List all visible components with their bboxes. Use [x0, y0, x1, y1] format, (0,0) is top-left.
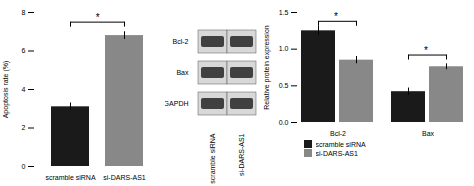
- svg-text:*: *: [96, 12, 100, 23]
- svg-text:Relative protein expression: Relative protein expression: [263, 25, 271, 110]
- svg-text:*: *: [334, 11, 338, 22]
- html-text:scramble siRNA: scramble siRNA: [315, 140, 366, 148]
- svg-text:*: *: [424, 45, 428, 56]
- svg-text:Bcl-2: Bcl-2: [330, 130, 346, 137]
- svg-text:si-DARS-AS1: si-DARS-AS1: [103, 174, 146, 181]
- svg-text:scramble siRNA: scramble siRNA: [209, 133, 216, 184]
- html-text:si-DARS-AS1: si-DARS-AS1: [315, 149, 358, 157]
- svg-text:Apoptosis rate (%): Apoptosis rate (%): [2, 61, 10, 119]
- svg-text:Bax: Bax: [422, 130, 435, 137]
- svg-text:2: 2: [22, 124, 26, 131]
- svg-text:Bax: Bax: [176, 69, 189, 76]
- svg-text:1.0: 1.0: [279, 45, 289, 52]
- svg-text:GAPDH: GAPDH: [165, 100, 189, 107]
- svg-text:0: 0: [22, 163, 26, 170]
- svg-text:Bcl-2: Bcl-2: [173, 38, 189, 45]
- svg-text:0.0: 0.0: [279, 119, 289, 126]
- svg-text:0.5: 0.5: [279, 82, 289, 89]
- svg-text:scramble siRNA: scramble siRNA: [45, 174, 96, 181]
- svg-text:si-DARS-AS1: si-DARS-AS1: [238, 133, 245, 176]
- svg-text:1.5: 1.5: [279, 9, 289, 16]
- svg-text:6: 6: [22, 47, 26, 54]
- svg-text:8: 8: [22, 9, 26, 16]
- svg-text:4: 4: [22, 86, 26, 93]
